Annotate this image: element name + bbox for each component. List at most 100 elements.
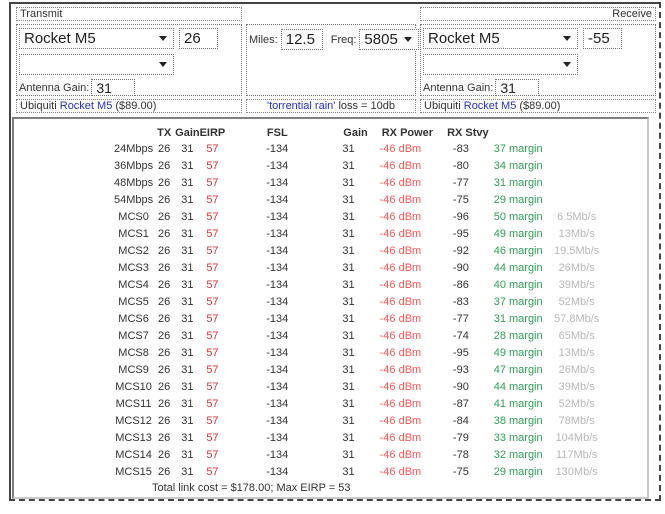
- receive-settings-box: Rocket M5 Antenna Gain:: [420, 24, 656, 96]
- table-cell: 57: [206, 448, 219, 461]
- table-cell: -134: [266, 329, 289, 342]
- table-cell: 47 margin: [493, 363, 543, 376]
- table-cell: -134: [266, 159, 289, 172]
- table-cell: -46 dBm: [379, 414, 422, 427]
- table-cell: 31: [181, 176, 194, 189]
- table-cell: 46 margin: [493, 244, 543, 257]
- table-cell: 31: [342, 312, 355, 325]
- table-cell: -134: [266, 363, 289, 376]
- table-cell: MCS10: [115, 380, 152, 393]
- miles-input[interactable]: [280, 29, 323, 50]
- path-panel-spacer: [246, 7, 416, 24]
- table-cell: -134: [266, 295, 289, 308]
- table-cell: MCS6: [118, 312, 149, 325]
- table-cell: 26: [158, 142, 171, 155]
- table-cell: 52Mb/s: [558, 295, 595, 308]
- table-cell: 31: [342, 227, 355, 240]
- table-cell: 57: [206, 159, 219, 172]
- header-eirp: EIRP: [199, 126, 226, 139]
- path-panel: Miles: Freq: 5805 'torrential rain' loss…: [246, 7, 419, 113]
- table-cell: MCS4: [118, 278, 149, 291]
- table-cell: 49 margin: [493, 346, 543, 359]
- table-cell: -134: [266, 397, 289, 410]
- header-rx-power: RX Power: [381, 126, 434, 139]
- tx-product-price: ($89.00): [115, 100, 157, 112]
- table-row: 36Mbps 26 31 57 -134 31 -46 dBm -80 34 margin: [114, 157, 606, 174]
- table-cell: -134: [266, 380, 289, 393]
- table-cell: 31: [181, 193, 194, 206]
- table-cell: 26: [158, 176, 171, 189]
- table-cell: -80: [452, 159, 469, 172]
- table-cell: 57: [206, 397, 219, 410]
- table-row: MCS7 26 31 57 -134 31 -46 dBm -74 28 margin 65Mb/…: [114, 327, 606, 344]
- tx-power-input[interactable]: [179, 28, 218, 49]
- path-settings-box: Miles: Freq: 5805: [246, 24, 419, 96]
- header-margin: [489, 125, 548, 140]
- table-cell: -46 dBm: [379, 261, 422, 274]
- table-cell: 26: [158, 244, 171, 257]
- rx-antenna-gain-input[interactable]: [495, 79, 540, 96]
- table-cell: 40 margin: [493, 278, 543, 291]
- table-cell: -95: [452, 227, 469, 240]
- table-row: 54Mbps 26 31 57 -134 31 -46 dBm -75 29 margin: [114, 191, 606, 208]
- table-cell: -46 dBm: [379, 431, 422, 444]
- table-cell: -90: [452, 261, 469, 274]
- table-cell: 13Mb/s: [558, 227, 595, 240]
- rx-radio-select[interactable]: Rocket M5: [423, 28, 578, 49]
- table-cell: 48Mbps: [114, 176, 154, 189]
- freq-select[interactable]: 5805: [359, 29, 419, 50]
- table-cell: 117Mb/s: [555, 448, 598, 461]
- table-cell: 6.5Mb/s: [557, 210, 597, 223]
- table-cell: 19.5Mb/s: [554, 244, 600, 257]
- table-cell: -46 dBm: [379, 329, 422, 342]
- rx-brand-label: Ubiquiti: [424, 100, 461, 112]
- table-cell: -46 dBm: [379, 227, 422, 240]
- table-cell: 57: [206, 346, 219, 359]
- table-cell: 31: [342, 346, 355, 359]
- rx-product-link[interactable]: Rocket M5: [463, 100, 517, 112]
- table-cell: 31: [342, 431, 355, 444]
- table-cell: MCS5: [118, 295, 149, 308]
- table-cell: [548, 191, 606, 208]
- rx-sensitivity-input[interactable]: [583, 28, 622, 49]
- table-cell: 54Mbps: [114, 193, 154, 206]
- table-row: MCS13 26 31 57 -134 31 -46 dBm -79 33 margin 104M…: [114, 429, 606, 446]
- table-cell: -46 dBm: [379, 193, 422, 206]
- table-cell: 26: [158, 431, 171, 444]
- table-cell: -46 dBm: [379, 142, 422, 155]
- table-row: MCS1 26 31 57 -134 31 -46 dBm -95 49 margin 13Mb/…: [114, 225, 606, 242]
- tx-radio-select[interactable]: Rocket M5: [19, 28, 174, 49]
- chevron-down-icon: [403, 37, 412, 42]
- table-cell: -134: [266, 244, 289, 257]
- table-cell: MCS12: [115, 414, 152, 427]
- table-row: 48Mbps 26 31 57 -134 31 -46 dBm -77 31 margin: [114, 174, 606, 191]
- table-cell: -46 dBm: [379, 176, 422, 189]
- table-cell: 57: [206, 329, 219, 342]
- table-cell: 31: [342, 397, 355, 410]
- table-cell: 31: [181, 363, 194, 376]
- table-cell: -134: [266, 193, 289, 206]
- table-cell: -77: [452, 312, 469, 325]
- table-cell: 57: [206, 363, 219, 376]
- receive-panel-label: Receive: [420, 7, 656, 21]
- tx-antenna-select[interactable]: [19, 54, 174, 75]
- table-cell: 44 margin: [493, 261, 543, 274]
- tx-product-box: Ubiquiti Rocket M5 ($89.00): [16, 99, 242, 113]
- chevron-down-icon: [159, 36, 167, 41]
- table-cell: -83: [452, 142, 469, 155]
- table-cell: 41 margin: [493, 397, 543, 410]
- table-cell: -134: [266, 312, 289, 325]
- table-cell: -134: [266, 431, 289, 444]
- tx-antenna-gain-input[interactable]: [91, 79, 136, 96]
- table-cell: 31: [342, 448, 355, 461]
- table-cell: 31: [342, 295, 355, 308]
- table-cell: -83: [452, 295, 469, 308]
- rx-antenna-select[interactable]: [423, 54, 578, 75]
- rain-loss-link[interactable]: 'torrential rain': [266, 100, 336, 112]
- table-cell: 31: [181, 227, 194, 240]
- table-row: MCS8 26 31 57 -134 31 -46 dBm -95 49 margin 13Mb/…: [114, 344, 606, 361]
- table-cell: 57: [206, 414, 219, 427]
- tx-product-link[interactable]: Rocket M5: [59, 100, 113, 112]
- table-cell: -134: [266, 176, 289, 189]
- table-cell: [548, 140, 606, 157]
